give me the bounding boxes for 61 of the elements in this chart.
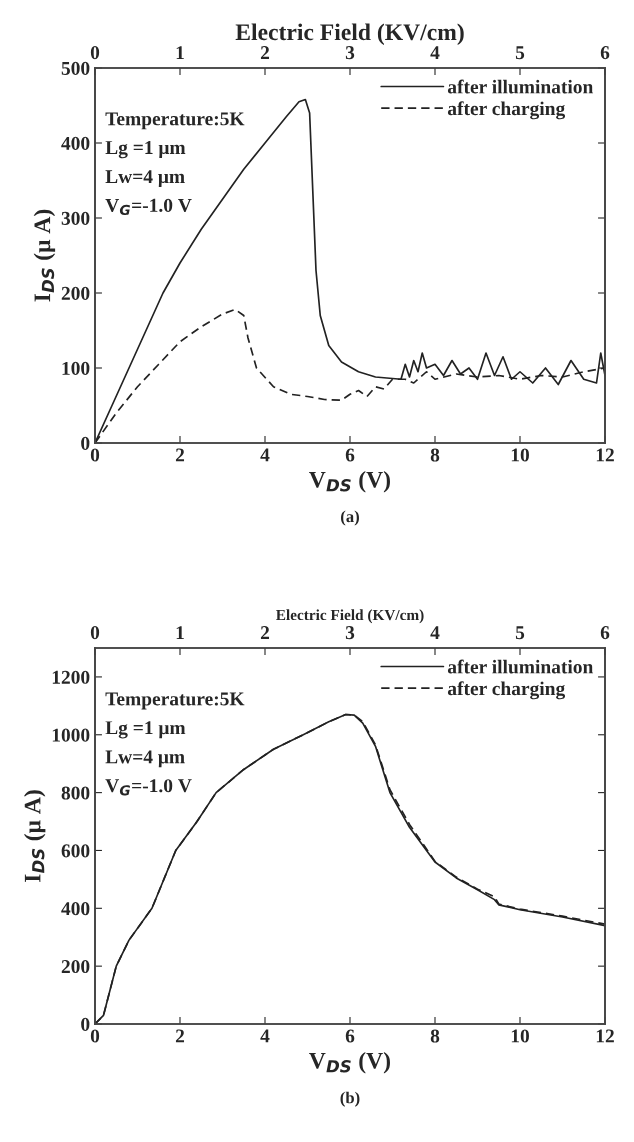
annotation: Lg =1 μm [105, 721, 186, 739]
annotation: V$_{G}$=-1.0 V [105, 779, 192, 796]
x2-axis-title: Electric Field (KV/cm) [276, 609, 424, 624]
x2-tick-label: 2 [260, 46, 270, 59]
x-axis-title: V$_{DS}$ (V) [309, 471, 390, 493]
x2-tick-label: 4 [430, 626, 440, 639]
x2-tick-label: 0 [90, 46, 100, 60]
y-tick-label: 800 [61, 786, 90, 800]
x2-tick-label: 2 [260, 626, 270, 639]
x-tick-label: 8 [430, 1029, 440, 1043]
legend-label: after illumination [447, 659, 594, 674]
y-tick-label: 200 [61, 286, 90, 300]
y-tick-label: 600 [61, 844, 90, 858]
legend-label: after illumination [447, 79, 594, 94]
x2-tick-label: 1 [176, 626, 184, 639]
y-tick-label: 500 [61, 61, 90, 75]
x-tick-label: 8 [430, 448, 440, 462]
y-tick-label: 400 [61, 136, 90, 150]
text: (b) [340, 1091, 360, 1107]
x-tick-label: 4 [260, 448, 270, 462]
x2-tick-label: 5 [515, 46, 525, 60]
y-tick-label: 200 [61, 959, 90, 974]
y-tick-label: 0 [81, 436, 90, 450]
x2-tick-label: 4 [430, 46, 440, 59]
x2-tick-label: 6 [600, 626, 610, 640]
y-axis-title: I$_{DS}$ (μ A) [23, 790, 46, 883]
x-tick-label: 12 [596, 1029, 614, 1043]
x2-tick-label: 0 [90, 626, 100, 640]
annotation: Lw=4 μm [105, 170, 185, 188]
legend-label: after charging [447, 681, 566, 700]
x-tick-label: 6 [345, 1029, 355, 1043]
y-tick-label: 1000 [52, 728, 90, 742]
x2-tick-label: 5 [515, 626, 525, 640]
annotation: Temperature:5K [105, 112, 245, 130]
x2-tick-label: 6 [600, 46, 610, 60]
x-tick-label: 0 [90, 448, 100, 462]
x-tick-label: 2 [175, 1029, 185, 1043]
x2-axis-title: Electric Field (KV/cm) [235, 23, 464, 45]
annotation: Lw=4 μm [105, 750, 185, 768]
x2-tick-label: 3 [345, 46, 355, 60]
annotation: V$_{G}$=-1.0 V [105, 198, 192, 216]
annotation: Temperature:5K [105, 692, 245, 710]
x-tick-label: 4 [260, 1029, 270, 1043]
x-tick-label: 12 [596, 448, 614, 462]
y-tick-label: 300 [61, 211, 90, 225]
y-tick-label: 100 [62, 361, 90, 375]
y-tick-label: 0 [81, 1017, 90, 1031]
x2-tick-label: 3 [345, 626, 355, 640]
x-tick-label: 6 [345, 448, 355, 462]
legend-label: after charging [447, 101, 566, 120]
x-tick-label: 0 [90, 1029, 100, 1043]
annotation: Lg =1 μm [105, 141, 186, 159]
x-tick-label: 10 [511, 448, 529, 462]
y-tick-label: 1200 [52, 670, 90, 684]
y-tick-label: 400 [61, 902, 90, 916]
x-tick-label: 10 [511, 1029, 529, 1043]
text: (a) [341, 510, 359, 526]
x-axis-title: V$_{DS}$ (V) [309, 1052, 390, 1074]
x2-tick-label: 1 [176, 46, 184, 59]
y-axis-title: I$_{DS}$ (μ A) [33, 209, 56, 302]
x-tick-label: 2 [175, 448, 185, 462]
